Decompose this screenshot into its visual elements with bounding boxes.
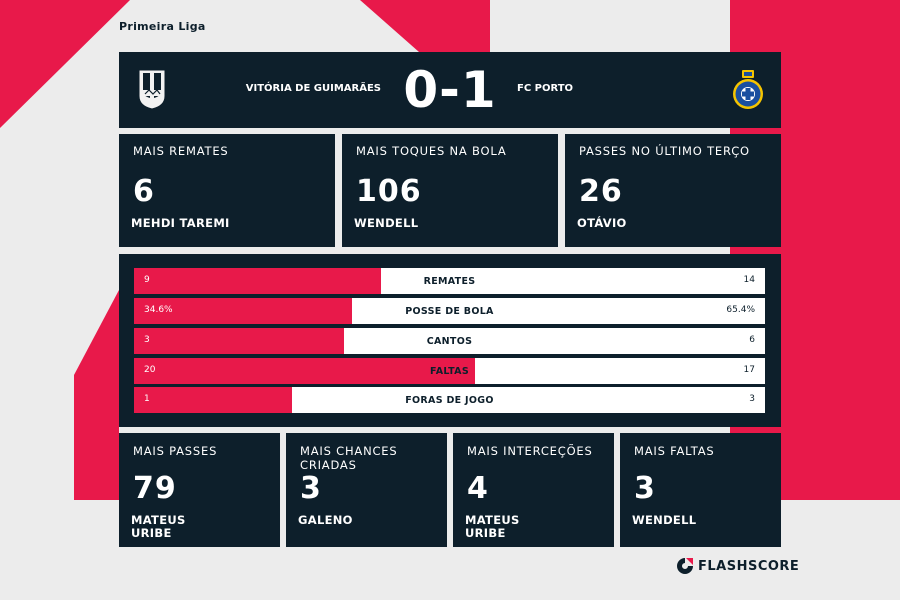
card-player: MATEUS URIBE: [465, 513, 520, 540]
brand-name: FLASHSCORE: [698, 558, 800, 574]
home-value: 3: [144, 335, 150, 345]
match-header: VITÓRIA DE GUIMARÃES 0-1 FC PORTO: [119, 52, 781, 128]
away-value: 14: [743, 275, 755, 285]
home-value: 34.6%: [144, 305, 173, 315]
stat-card-passes: MAIS PASSES 79 MATEUS URIBE: [119, 433, 280, 547]
stat-label: POSSE DE BOLA: [405, 306, 494, 317]
stat-label: REMATES: [423, 276, 476, 287]
card-player: WENDELL: [354, 216, 419, 230]
away-value: 65.4%: [726, 305, 755, 315]
flashscore-logo: FLASHSCORE: [676, 556, 799, 576]
home-share-bar: [134, 268, 381, 294]
card-title: PASSES NO ÚLTIMO TERÇO: [579, 144, 750, 158]
league-name: Primeira Liga: [119, 20, 206, 33]
stat-row-corners: 3 CANTOS 6: [134, 328, 765, 354]
card-value: 3: [300, 471, 322, 506]
card-value: 3: [634, 471, 656, 506]
card-player: MATEUS URIBE: [131, 513, 186, 540]
away-value: 6: [749, 335, 755, 345]
home-value: 1: [144, 394, 150, 404]
home-value: 20: [144, 365, 156, 375]
flashscore-logo-icon: [677, 558, 693, 574]
stat-row-offsides: 1 FORAS DE JOGO 3: [134, 387, 765, 413]
home-team-name: VITÓRIA DE GUIMARÃES: [245, 83, 381, 94]
card-title: MAIS INTERCEÇÕES: [467, 444, 593, 458]
card-title: MAIS REMATES: [133, 144, 229, 158]
card-player: WENDELL: [632, 513, 697, 527]
card-player: OTÁVIO: [577, 216, 627, 230]
match-score: 0-1: [403, 61, 497, 119]
stat-row-possession: 34.6% POSSE DE BOLA 65.4%: [134, 298, 765, 324]
card-value: 106: [356, 174, 422, 209]
card-value: 26: [579, 174, 623, 209]
fc-porto-crest-icon: [733, 70, 763, 109]
home-share-bar: [134, 298, 353, 324]
home-share-bar: [134, 328, 345, 354]
stat-card-fouls: MAIS FALTAS 3 WENDELL: [620, 433, 781, 547]
stat-card-chances-created: MAIS CHANCES CRIADAS 3 GALENO: [286, 433, 447, 547]
card-player: GALENO: [298, 513, 353, 527]
team-stats-panel: 9 REMATES 14 34.6% POSSE DE BOLA 65.4% 3…: [119, 254, 781, 427]
card-value: 6: [133, 174, 155, 209]
card-title: MAIS CHANCES CRIADAS: [300, 444, 398, 472]
away-value: 17: [743, 365, 755, 375]
card-title: MAIS PASSES: [133, 444, 218, 458]
stat-card-shots: MAIS REMATES 6 MEHDI TAREMI: [119, 134, 335, 247]
stat-label: FORAS DE JOGO: [405, 395, 494, 406]
stat-label: FALTAS: [430, 366, 469, 377]
card-value: 79: [133, 471, 177, 506]
home-value: 9: [144, 275, 150, 285]
home-share-bar: [134, 387, 292, 413]
stat-row-shots: 9 REMATES 14: [134, 268, 765, 294]
stat-card-interceptions: MAIS INTERCEÇÕES 4 MATEUS URIBE: [453, 433, 614, 547]
stat-card-final-third-passes: PASSES NO ÚLTIMO TERÇO 26 OTÁVIO: [565, 134, 781, 247]
stat-row-fouls: 20 FALTAS 17: [134, 358, 765, 384]
vitoria-guimaraes-crest-icon: [138, 69, 166, 110]
card-value: 4: [467, 471, 489, 506]
stat-label: CANTOS: [426, 336, 473, 347]
stat-card-touches: MAIS TOQUES NA BOLA 106 WENDELL: [342, 134, 558, 247]
card-title: MAIS FALTAS: [634, 444, 715, 458]
card-title: MAIS TOQUES NA BOLA: [356, 144, 507, 158]
away-value: 3: [749, 394, 755, 404]
away-team-name: FC PORTO: [517, 83, 574, 94]
home-share-bar: [134, 358, 476, 384]
card-player: MEHDI TAREMI: [131, 216, 230, 230]
